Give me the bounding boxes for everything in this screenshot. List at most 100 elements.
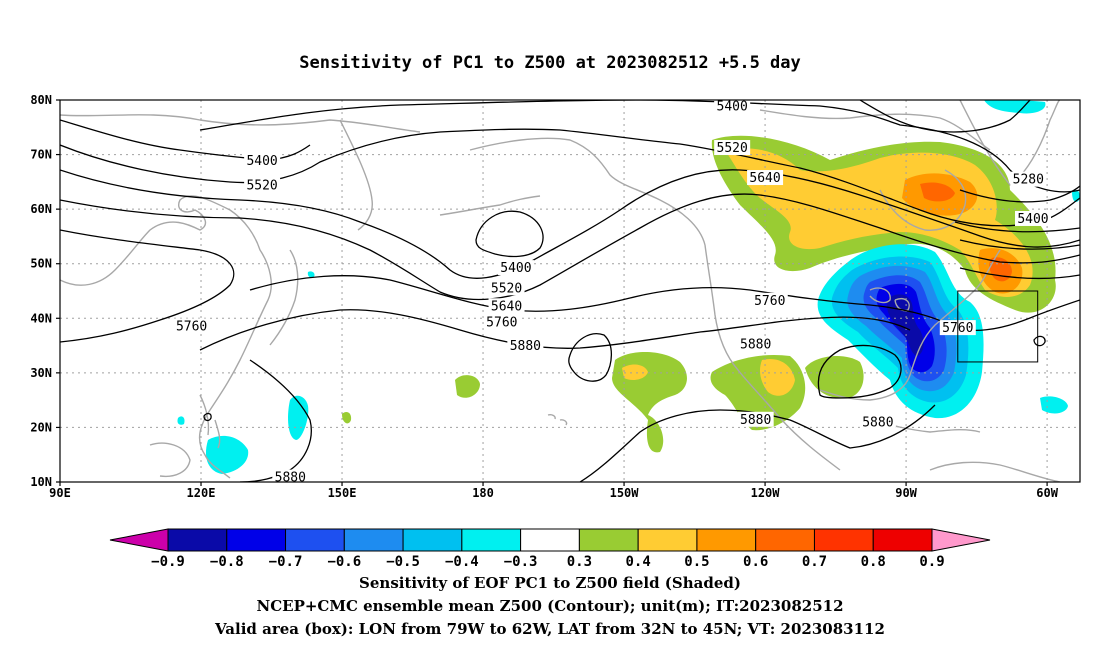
colorbar-label: 0.7 bbox=[802, 554, 827, 570]
contour-5520-gulf bbox=[60, 169, 1080, 279]
contour-label-bg bbox=[714, 100, 751, 114]
colorbar-label: 0.8 bbox=[861, 554, 886, 570]
lon-tick-label: 150W bbox=[610, 486, 640, 500]
negative-region-philippine-sea bbox=[288, 395, 309, 440]
contour-5640-east bbox=[959, 239, 1080, 250]
contour-label: 5640 bbox=[749, 171, 780, 186]
z500-contours bbox=[60, 100, 1080, 482]
contour-label: 5880 bbox=[275, 471, 306, 486]
caption-line-1: Sensitivity of EOF PC1 to Z500 field (Sh… bbox=[359, 574, 741, 592]
positive-region-northpacific-dot bbox=[455, 375, 480, 398]
contour-label: 5760 bbox=[486, 316, 517, 331]
colorbar-swatch bbox=[696, 528, 757, 552]
colorbar-swatch bbox=[578, 528, 639, 552]
positive-region-hudson-max bbox=[920, 182, 955, 202]
caption-line-3: Valid area (box): LON from 79W to 62W, L… bbox=[214, 620, 885, 638]
colorbar-label: −0.4 bbox=[445, 554, 479, 570]
lat-tick-label: 50N bbox=[30, 257, 52, 271]
contour-label-bg bbox=[272, 469, 309, 482]
coastline-na-west bbox=[704, 244, 841, 471]
positive-region-pacific bbox=[612, 351, 687, 453]
contour-5880-gulf bbox=[817, 344, 902, 399]
contour-label-bg bbox=[1014, 210, 1051, 226]
coastline-hawaii bbox=[547, 414, 568, 426]
lon-tick-label: 150E bbox=[328, 486, 357, 500]
map-area: 5400552056405400552054005520564057605880… bbox=[60, 100, 1080, 486]
coastline-south-america bbox=[929, 461, 1061, 482]
graticule bbox=[60, 100, 1080, 482]
contour-label: 5400 bbox=[500, 261, 531, 276]
colorbar-label: 0.6 bbox=[743, 554, 768, 570]
colorbar-swatch bbox=[755, 528, 815, 552]
contour-5880-south bbox=[239, 359, 312, 482]
coastlines bbox=[60, 100, 1061, 482]
colorbar-swatch bbox=[167, 528, 228, 552]
colorbar-label: −0.7 bbox=[269, 554, 303, 570]
contour-label-bg bbox=[483, 314, 520, 330]
contour-5400-west bbox=[60, 119, 311, 161]
contour-label: 5760 bbox=[754, 294, 785, 309]
lat-tick-label: 70N bbox=[30, 148, 52, 162]
contour-label-bg bbox=[244, 153, 281, 169]
coastline-alaska bbox=[469, 137, 706, 246]
coastline-japan bbox=[269, 249, 299, 346]
contour-label-bg bbox=[737, 336, 774, 352]
contour-5760 bbox=[60, 229, 235, 343]
sensitivity-shading bbox=[177, 100, 1080, 474]
coastline-aleutians bbox=[439, 195, 541, 216]
negative-region-eastern-us-core bbox=[886, 294, 924, 356]
positive-region-mexico-core bbox=[760, 358, 795, 396]
coastline-borneo bbox=[149, 442, 191, 478]
coastline-greenland bbox=[959, 100, 1061, 186]
lon-tick-label: 90W bbox=[895, 486, 917, 500]
contour-label: 5400 bbox=[1017, 212, 1048, 227]
contour-label: 5400 bbox=[246, 154, 277, 169]
contour-label-bg bbox=[751, 292, 788, 308]
lon-tick-label: 120E bbox=[187, 486, 216, 500]
colorbar-label: 0.3 bbox=[567, 554, 592, 570]
contour-label: 5880 bbox=[740, 413, 771, 428]
colorbar-label: 0.9 bbox=[919, 554, 944, 570]
colorbar-swatch bbox=[637, 528, 698, 552]
colorbar-swatch bbox=[461, 528, 522, 552]
contour-label: 5880 bbox=[862, 416, 893, 431]
colorbar-label: −0.5 bbox=[386, 554, 420, 570]
contour-label-bg bbox=[747, 170, 784, 186]
contour-label-bg bbox=[859, 414, 896, 430]
contour-5760-east bbox=[959, 267, 1080, 280]
contour-5880-pac-high bbox=[568, 333, 613, 382]
colorbar-swatch bbox=[285, 528, 345, 552]
colorbar-low-arrow bbox=[109, 528, 169, 552]
contour-5400-low bbox=[475, 210, 544, 258]
coastline-asia bbox=[60, 195, 272, 479]
positive-region-dot-2 bbox=[342, 412, 352, 424]
coastline-great-lakes bbox=[869, 287, 910, 312]
lon-tick-label: 180 bbox=[472, 486, 494, 500]
contour-label-bg bbox=[497, 260, 534, 276]
contour-label: 5880 bbox=[510, 339, 541, 354]
colorbar-swatch bbox=[343, 528, 404, 552]
lat-tick-label: 80N bbox=[30, 93, 52, 107]
colorbar-swatch bbox=[226, 528, 287, 552]
lat-tick-label: 60N bbox=[30, 202, 52, 216]
colorbar-label: −0.9 bbox=[151, 554, 185, 570]
negative-region-dot-2 bbox=[307, 271, 315, 278]
contour-label-bg bbox=[737, 411, 774, 427]
colorbar-label: 0.4 bbox=[626, 554, 651, 570]
negative-region-south-china-sea bbox=[205, 435, 249, 474]
contour-5400-east bbox=[959, 185, 1080, 203]
contour-label-bg bbox=[488, 298, 525, 314]
contour-label-bg bbox=[244, 177, 281, 193]
colorbar-label: 0.5 bbox=[684, 554, 709, 570]
colorbar-swatch bbox=[813, 528, 874, 552]
colorbar-label: −0.6 bbox=[327, 554, 361, 570]
contour-5280 bbox=[859, 100, 1031, 133]
negative-region-greenland-north bbox=[984, 100, 1046, 114]
contour-label-bg bbox=[1010, 171, 1047, 187]
positive-region-pacific-core bbox=[622, 364, 648, 380]
contour-5880-north bbox=[199, 309, 911, 351]
coastline-na-east bbox=[909, 249, 1001, 376]
negative-region-dot bbox=[177, 416, 185, 425]
coastline-hudson-bay bbox=[879, 169, 967, 231]
